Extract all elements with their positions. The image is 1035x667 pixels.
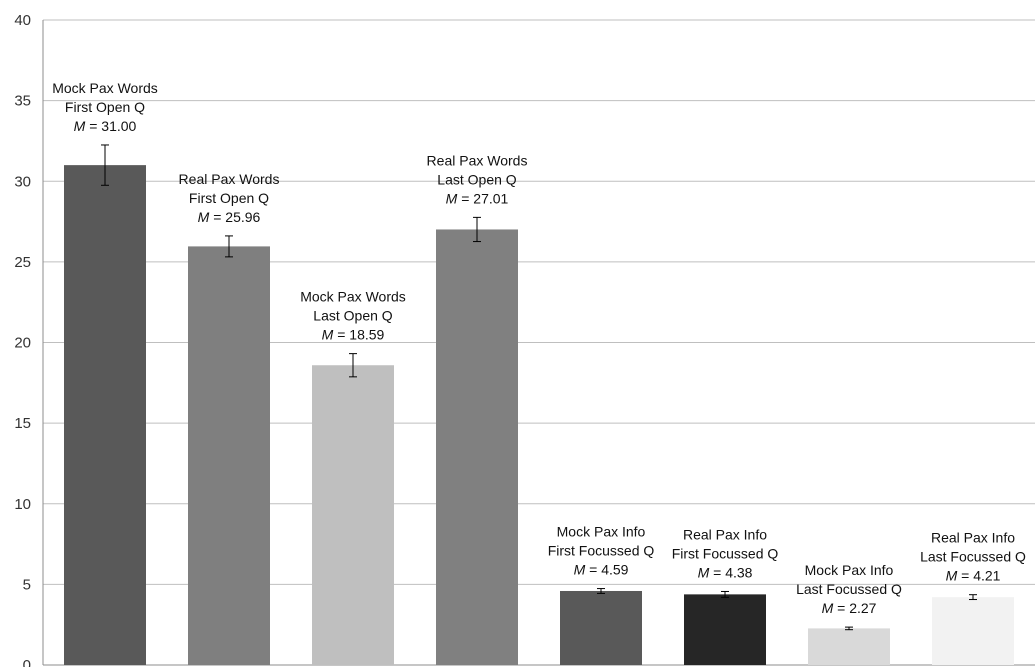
bar-label-line: Last Open Q xyxy=(437,171,516,187)
bar xyxy=(436,229,518,665)
bar-mean-label: M = 18.59 xyxy=(322,327,385,343)
y-tick-label: 20 xyxy=(14,335,31,352)
bar-label-line: Real Pax Info xyxy=(683,526,767,542)
y-tick-label: 40 xyxy=(14,12,31,29)
bar xyxy=(188,246,270,665)
bar-labels: Mock Pax Words First Open Q M = 31.00 Real … xyxy=(52,80,1026,616)
bar xyxy=(560,590,642,665)
bar-label-line: First Focussed Q xyxy=(672,545,779,561)
bar-mean-label: M = 4.59 xyxy=(574,562,629,578)
bar-mean-label: M = 27.01 xyxy=(446,190,509,206)
bar-label-line: Last Focussed Q xyxy=(920,549,1026,565)
bar xyxy=(932,597,1014,665)
y-tick-label: 5 xyxy=(23,576,31,593)
bar-label-line: First Open Q xyxy=(65,99,145,115)
y-tick-label: 35 xyxy=(14,93,31,110)
bar-label-line: First Open Q xyxy=(189,190,269,206)
y-tick-label: 25 xyxy=(14,254,31,271)
bar-mean-label: M = 2.27 xyxy=(822,600,877,616)
y-tick-label: 15 xyxy=(14,415,31,432)
bar-label-line: Mock Pax Info xyxy=(557,524,646,540)
bar-mean-label: M = 25.96 xyxy=(198,209,261,225)
y-tick-label: 0 xyxy=(23,657,31,667)
bar-label-line: Mock Pax Words xyxy=(52,80,158,96)
bar-label-line: Real Pax Words xyxy=(427,152,528,168)
y-axis: 0 5 10 15 20 25 30 35 40 xyxy=(14,12,44,667)
bar xyxy=(684,594,766,665)
bar xyxy=(64,165,146,665)
bar-label-line: First Focussed Q xyxy=(548,543,655,559)
bar-mean-label: M = 4.21 xyxy=(946,568,1001,584)
y-tick-label: 10 xyxy=(14,496,31,513)
bar xyxy=(312,365,394,665)
bar-label-line: Last Focussed Q xyxy=(796,581,902,597)
bar-label-line: Real Pax Info xyxy=(931,530,1015,546)
bar xyxy=(808,628,890,665)
bar-mean-label: M = 31.00 xyxy=(74,118,137,134)
bar-label-line: Last Open Q xyxy=(313,308,392,324)
bar-label-line: Mock Pax Info xyxy=(805,562,894,578)
bar-mean-label: M = 4.38 xyxy=(698,564,753,580)
bar-label-line: Real Pax Words xyxy=(179,171,280,187)
y-tick-label: 30 xyxy=(14,173,31,190)
bars xyxy=(64,144,1014,665)
bar-label-line: Mock Pax Words xyxy=(300,289,406,305)
